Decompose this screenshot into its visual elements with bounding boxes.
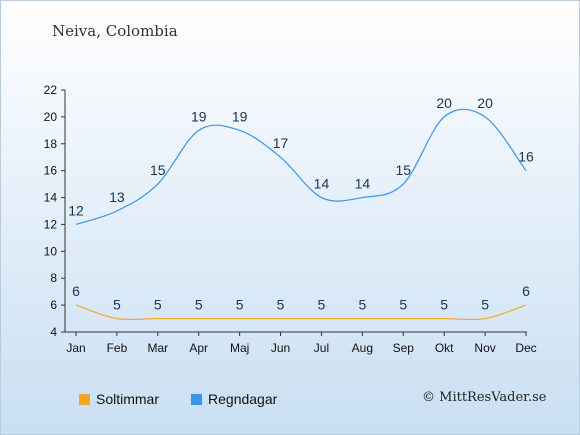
- x-tick-label: Apr: [189, 341, 208, 355]
- credit-text: © MittResVader.se: [422, 390, 547, 405]
- series-data-labels: 6 5 5 5 5 5 5 5 5 5 5 6 12 13 15 19 19 17 14 14 15 20 20 16: [68, 95, 534, 313]
- series-lines: [75, 108, 527, 321]
- legend-swatch-rain: [191, 393, 203, 405]
- data-label-sun: 5: [481, 297, 489, 313]
- y-tick-label: 16: [44, 164, 58, 178]
- data-label-sun: 5: [236, 297, 244, 313]
- data-label-rain: 14: [355, 176, 371, 192]
- x-tick-label: Jul: [314, 341, 329, 355]
- data-label-sun: 5: [195, 297, 203, 313]
- data-label-rain: 16: [518, 149, 534, 165]
- x-tick-label: Maj: [230, 341, 249, 355]
- x-tick-label: Okt: [435, 341, 454, 355]
- legend: Soltimmar Regndagar: [79, 391, 309, 407]
- x-tick-label: Sep: [393, 341, 415, 355]
- data-label-sun: 5: [440, 297, 448, 313]
- y-tick-label: 14: [44, 191, 58, 205]
- data-label-rain: 15: [395, 162, 411, 178]
- y-tick-label: 4: [50, 325, 57, 339]
- data-label-sun: 6: [72, 283, 80, 299]
- x-tick-label: Nov: [474, 341, 495, 355]
- data-label-sun: 5: [399, 297, 407, 313]
- data-label-rain: 15: [150, 162, 166, 178]
- y-tick-label: 22: [44, 83, 58, 97]
- x-tick-label: Jan: [66, 341, 85, 355]
- data-label-sun: 5: [113, 297, 121, 313]
- data-label-sun: 5: [154, 297, 162, 313]
- y-tick-label: 12: [44, 217, 58, 231]
- y-tick-label: 10: [44, 244, 58, 258]
- data-label-rain: 20: [477, 95, 493, 111]
- y-tick-group: 4 6 8 10 12 14 16 18 20 22: [44, 83, 65, 339]
- data-label-rain: 20: [436, 95, 452, 111]
- x-tick-label: Mar: [147, 341, 168, 355]
- y-tick-label: 6: [50, 298, 57, 312]
- data-label-rain: 19: [191, 108, 207, 124]
- series-line-sun: [75, 304, 527, 321]
- x-tick-group: Jan Feb Mar Apr Maj Jun Jul Aug Sep Okt Nov Dec: [66, 332, 537, 355]
- location-title: Neiva, Colombia: [52, 22, 178, 40]
- x-tick-label: Feb: [107, 341, 128, 355]
- legend-item-rain: Regndagar: [191, 391, 277, 407]
- x-tick-label: Aug: [352, 341, 373, 355]
- legend-swatch-sun: [79, 393, 90, 405]
- legend-item-sun: Soltimmar: [79, 391, 159, 407]
- x-tick-label: Dec: [515, 341, 536, 355]
- legend-label-rain: Regndagar: [208, 391, 278, 407]
- x-tick-label: Jun: [271, 341, 290, 355]
- data-label-rain: 13: [109, 189, 125, 205]
- data-label-rain: 12: [68, 202, 84, 218]
- data-label-sun: 5: [358, 297, 366, 313]
- y-tick-label: 20: [44, 110, 58, 124]
- data-label-sun: 6: [522, 283, 530, 299]
- y-tick-label: 8: [50, 271, 57, 285]
- series-line-rain: [75, 108, 527, 226]
- data-label-rain: 14: [314, 176, 330, 192]
- legend-label-sun: Soltimmar: [96, 391, 160, 407]
- data-label-sun: 5: [318, 297, 326, 313]
- data-label-rain: 19: [232, 108, 248, 124]
- data-label-rain: 17: [273, 135, 289, 151]
- data-label-sun: 5: [277, 297, 285, 313]
- y-tick-label: 18: [44, 137, 58, 151]
